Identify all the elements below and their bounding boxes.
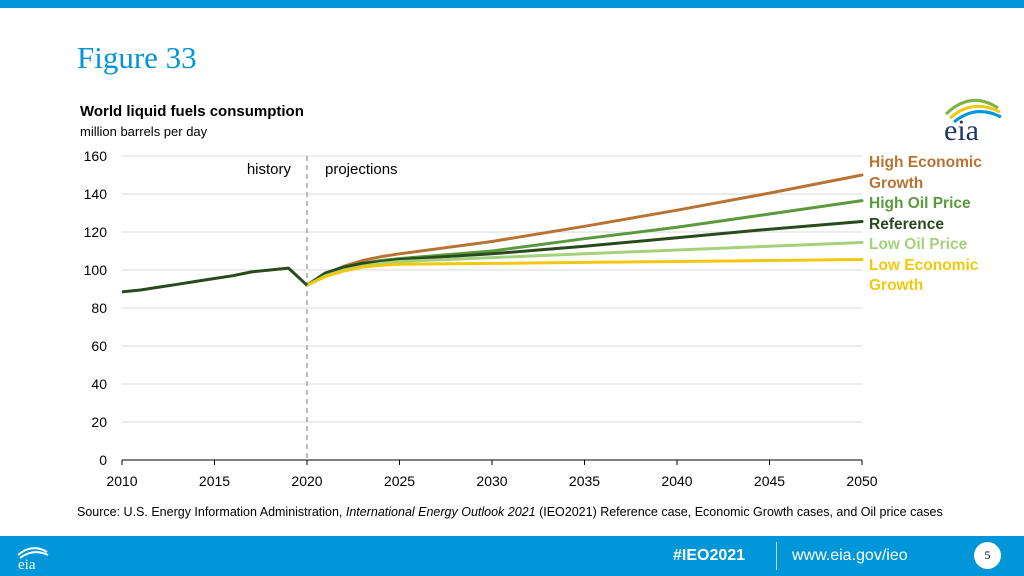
figure-title: Figure 33: [77, 40, 197, 75]
source-report-title: International Energy Outlook 2021: [345, 505, 536, 519]
projections-label: projections: [325, 161, 398, 178]
chart-title: World liquid fuels consumption: [80, 103, 304, 120]
y-tick-label-100: 100: [84, 262, 108, 278]
footer-bar: eia #IEO2021 www.eia.gov/ieo: [0, 536, 1024, 576]
y-tick-label-40: 40: [91, 376, 107, 392]
history-label: history: [247, 161, 292, 178]
eia-footer-logo-text: eia: [18, 557, 36, 570]
y-tick-label-60: 60: [91, 338, 107, 354]
eia-logo-icon: eia: [944, 98, 1002, 144]
chart-subtitle: million barrels per day: [80, 124, 208, 139]
x-tick-label-2025: 2025: [384, 473, 415, 489]
x-tick-label-2050: 2050: [846, 473, 877, 489]
legend-item-reference: Reference: [869, 215, 944, 233]
hashtag: #IEO2021: [673, 547, 746, 564]
top-accent-bar: [0, 0, 1024, 8]
x-tick-label-2035: 2035: [569, 473, 600, 489]
source-suffix: (IEO2021) Reference case, Economic Growt…: [535, 505, 943, 519]
series-line-history: [121, 266, 309, 294]
x-tick-label-2045: 2045: [754, 473, 785, 489]
footer-divider: [776, 542, 777, 570]
legend-item-low-oil-price: Low Oil Price: [869, 236, 968, 253]
eia-footer-logo-icon: eia: [17, 547, 49, 570]
legend-item-high-oil-price: High Oil Price: [869, 195, 971, 212]
series-line-low-economic-growth: [305, 258, 864, 287]
y-tick-label-140: 140: [84, 186, 108, 202]
chart-legend: High Economic Growth High Oil Price Refere…: [869, 153, 1019, 297]
y-tick-label-20: 20: [91, 414, 107, 430]
y-tick-label-0: 0: [99, 452, 107, 468]
x-tick-label-2020: 2020: [291, 473, 322, 489]
legend-item-high-economic-growth: High Economic Growth: [869, 154, 982, 192]
x-tick-label-2040: 2040: [661, 473, 692, 489]
source-note: Source: U.S. Energy Information Administ…: [77, 504, 977, 520]
y-tick-label-160: 160: [84, 148, 108, 164]
x-tick-label-2015: 2015: [199, 473, 230, 489]
page-number: 5: [974, 542, 1001, 569]
y-tick-label-80: 80: [91, 300, 107, 316]
series-line-high-economic-growth: [305, 173, 864, 287]
series-line-high-oil-price: [305, 199, 864, 287]
series-line-reference: [305, 220, 864, 287]
x-tick-label-2030: 2030: [476, 473, 507, 489]
x-tick-label-2010: 2010: [106, 473, 137, 489]
eia-logo-text: eia: [944, 114, 979, 144]
legend-item-low-economic-growth: Low Economic Growth: [869, 256, 979, 295]
y-tick-label-120: 120: [84, 224, 108, 240]
website-link[interactable]: www.eia.gov/ieo: [792, 547, 908, 564]
source-prefix: Source: U.S. Energy Information Administ…: [77, 505, 346, 519]
